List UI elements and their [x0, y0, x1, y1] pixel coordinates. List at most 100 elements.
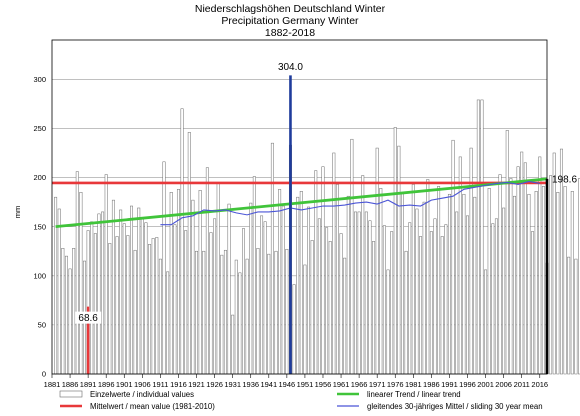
bar-1945 — [281, 205, 285, 375]
bar-1889 — [79, 192, 83, 375]
bar-2020 — [552, 152, 556, 375]
legend: Einzelwerte / individual values Mittelwer… — [59, 390, 543, 411]
bar-2014 — [531, 231, 535, 375]
bar-1923 — [202, 250, 206, 375]
x-tick-label: 1911 — [152, 380, 168, 389]
bar-1961 — [339, 233, 343, 375]
bar-1975 — [390, 231, 394, 375]
bar-2002 — [487, 188, 491, 375]
bar-1885 — [64, 255, 68, 375]
bar-1913 — [166, 271, 170, 375]
bar-1952 — [307, 206, 311, 375]
x-tick-label: 1956 — [315, 380, 332, 389]
x-tick-label: 1951 — [297, 380, 314, 389]
x-tick-label: 1886 — [62, 380, 79, 389]
y-tick-label: 0 — [42, 370, 46, 379]
legend-swatch-box — [59, 390, 83, 398]
bar-1958 — [328, 241, 332, 375]
last-label: 198.6 — [552, 174, 577, 185]
bar-1918 — [184, 230, 188, 375]
y-tick-label: 100 — [33, 271, 46, 280]
bar-1915 — [173, 224, 177, 375]
bar-2008 — [509, 178, 513, 375]
legend-label-sliding: gleitendes 30-jähriges Mittel / sliding … — [367, 402, 543, 411]
max-label-bg — [277, 60, 304, 73]
chart-subtitle: Precipitation Germany Winter — [221, 15, 359, 27]
plot-frame — [51, 39, 548, 375]
bar-2022 — [559, 148, 563, 375]
bar-1959 — [332, 152, 336, 375]
bar-2007 — [505, 130, 509, 375]
bar-1949 — [296, 196, 300, 375]
bar-2004 — [494, 218, 498, 375]
bar-1897 — [108, 243, 112, 375]
x-tick-label: 2006 — [495, 380, 512, 389]
bar-1991 — [447, 193, 451, 375]
bar-1910 — [155, 237, 159, 375]
bar-1940 — [263, 221, 267, 375]
bar-1917 — [180, 108, 184, 375]
y-tick-label: 50 — [38, 321, 46, 330]
min-label: 68.6 — [78, 313, 98, 324]
x-tick-label: 1996 — [459, 380, 476, 389]
bar-1929 — [223, 249, 227, 375]
x-tick-label: 1881 — [44, 380, 61, 389]
bar-1892 — [90, 221, 94, 375]
bar-1995 — [462, 193, 466, 375]
bar-1899 — [115, 236, 119, 375]
bar-1983 — [419, 236, 423, 375]
bar-1928 — [220, 254, 224, 375]
bar-1956 — [321, 166, 325, 375]
bar-1957 — [325, 227, 329, 375]
bar-1951 — [303, 264, 307, 375]
x-tick-label: 1961 — [333, 380, 350, 389]
bar-1968 — [364, 211, 368, 375]
min-label-bg — [75, 311, 102, 324]
trend-line — [55, 177, 548, 229]
bar-1916 — [176, 189, 180, 375]
y-axis-label: mm — [13, 206, 22, 219]
bar-2024 — [567, 256, 571, 375]
bar-1920 — [191, 199, 195, 375]
bar-1886 — [68, 268, 72, 375]
bar-1972 — [379, 188, 383, 375]
bar-2010 — [516, 166, 520, 375]
bar-1987 — [433, 218, 437, 375]
bar-1950 — [299, 191, 303, 375]
bar-2019 — [549, 175, 553, 375]
x-tick-label: 2011 — [514, 380, 530, 389]
x-tick-label: 1936 — [242, 380, 259, 389]
bar-1988 — [437, 186, 441, 375]
bar-1882 — [54, 196, 58, 375]
bar-1903 — [130, 205, 133, 375]
x-tick-label: 1921 — [188, 380, 205, 389]
bar-2025 — [570, 191, 574, 375]
x-tick-label: 1991 — [441, 380, 458, 389]
bar-1911 — [158, 258, 162, 375]
bar-2021 — [556, 192, 560, 375]
bar-1964 — [350, 138, 354, 375]
bar-1900 — [119, 209, 123, 375]
line-series — [52, 75, 549, 374]
bar-1939 — [260, 215, 264, 375]
bar-1982 — [415, 208, 419, 375]
bar-1888 — [75, 171, 79, 375]
bar-1938 — [256, 248, 260, 375]
bar-1948 — [292, 284, 296, 375]
bar-2026 — [574, 258, 578, 375]
bar-1909 — [151, 238, 155, 375]
x-tick-label: 1976 — [387, 380, 404, 389]
bar-2012 — [523, 162, 527, 375]
bar-1963 — [346, 195, 350, 375]
x-tick-label: 1916 — [170, 380, 187, 389]
legend-label-trend: linearer Trend / linear trend — [367, 390, 461, 399]
bar-1977 — [397, 145, 401, 375]
bar-2016 — [538, 156, 542, 375]
sliding-mean-line — [160, 180, 540, 226]
bar-1926 — [213, 218, 217, 375]
bar-1907 — [144, 222, 148, 375]
bar-2015 — [534, 191, 538, 375]
bar-1902 — [126, 235, 130, 375]
